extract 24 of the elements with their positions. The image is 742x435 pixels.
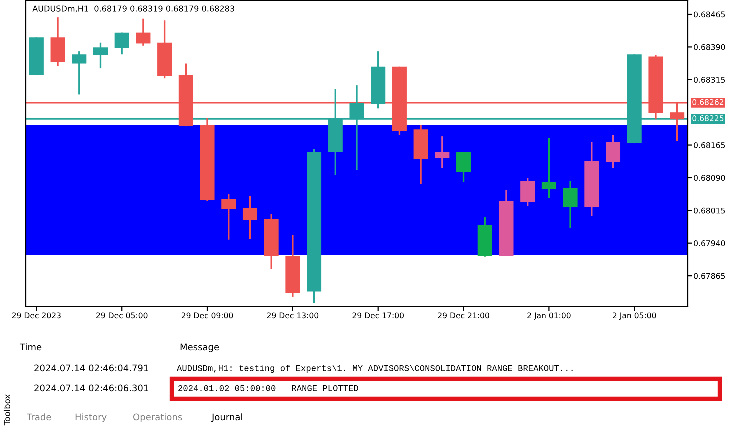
text: Trade — [26, 414, 52, 421]
text: 2024.07.14 02:46:06.301 — [34, 384, 148, 392]
text: Journal — [212, 414, 242, 422]
text: Operations — [134, 414, 182, 422]
text: AUDUSDm,H1: testing of Experts\1. MY ADVISORS\CONSOLIDATION RANGE BREAKOUT... — [177, 364, 573, 374]
candlestick — [136, 18, 151, 47]
candlestick — [222, 193, 236, 241]
candlestick — [242, 195, 258, 240]
text: 2024.07.14 02:46:04.791 — [34, 364, 148, 372]
candlestick — [520, 178, 536, 208]
candlestick — [72, 50, 87, 96]
text: AUDUSDm,H1 0.68179 0.68319 0.68179 0.68283 — [32, 6, 234, 13]
candlestick — [456, 151, 472, 184]
candlestick — [606, 134, 621, 170]
text: History — [76, 414, 107, 422]
candlestick — [542, 137, 556, 199]
candlestick — [563, 180, 578, 229]
candlestick — [114, 32, 130, 56]
text: Toolbox — [4, 394, 10, 426]
text: Message — [180, 344, 220, 352]
candlestick — [435, 136, 450, 170]
candlestick — [93, 42, 108, 70]
text: 2024.01.02 05:00:00 RANGE PLOTTED — [178, 385, 358, 392]
text: Time — [20, 344, 42, 351]
